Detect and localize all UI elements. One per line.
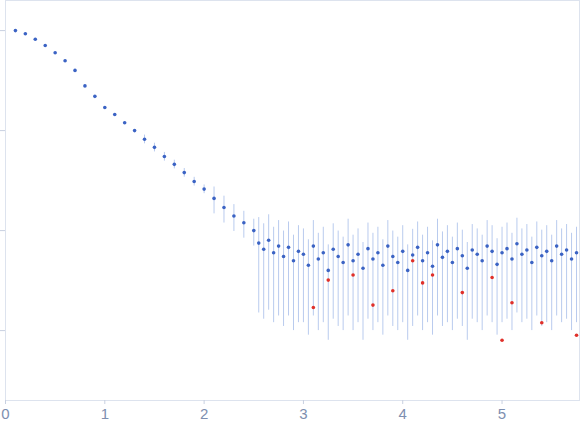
svg-text:0: 0 [1, 405, 9, 422]
svg-text:3: 3 [299, 405, 307, 422]
svg-text:4: 4 [399, 405, 407, 422]
svg-text:1: 1 [101, 405, 109, 422]
svg-text:5: 5 [498, 405, 506, 422]
svg-text:2: 2 [200, 405, 208, 422]
